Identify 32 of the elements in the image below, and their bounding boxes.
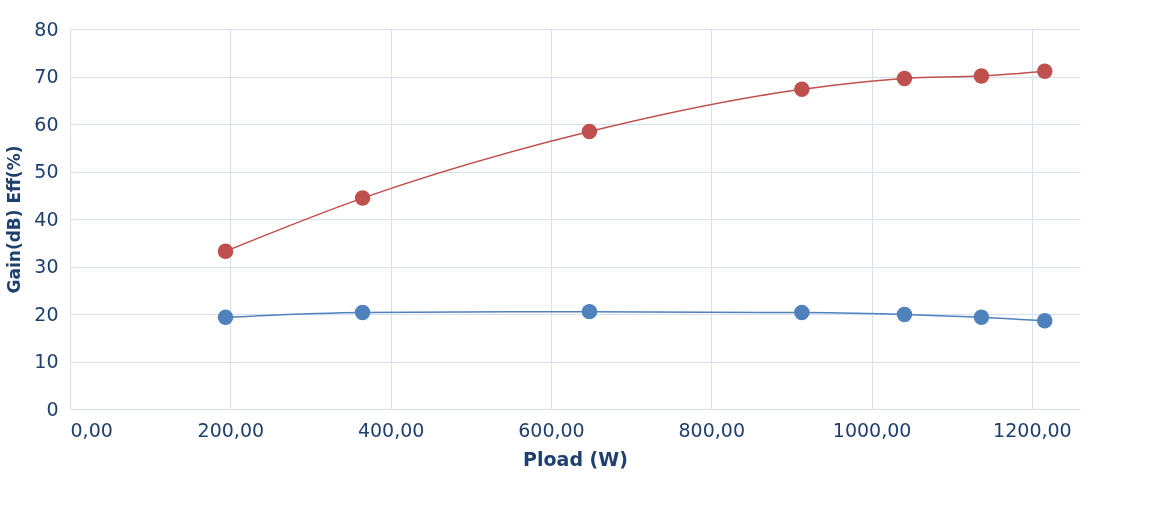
x-tick-label: 200,00 — [197, 418, 265, 441]
point — [973, 68, 990, 84]
y-axis-title: Gain(dB) Eff(%) — [4, 145, 25, 294]
point — [896, 70, 913, 87]
y-tick-label: 60 — [34, 112, 59, 135]
y-tick-label: 40 — [34, 207, 59, 230]
y-tick-label: 20 — [34, 302, 59, 325]
x-tick-label: 1200,00 — [993, 418, 1072, 441]
point — [1036, 312, 1053, 329]
x-tick-label: 400,00 — [357, 418, 425, 441]
point — [896, 306, 913, 323]
point — [217, 309, 234, 326]
x-tick-label: 1000,00 — [832, 418, 912, 441]
point — [1036, 63, 1053, 80]
point — [794, 81, 810, 98]
point — [354, 190, 371, 206]
point — [581, 123, 598, 140]
y-tick-label: 50 — [34, 160, 59, 182]
x-axis-title: Pload (W) — [523, 447, 628, 470]
point — [973, 309, 990, 326]
point — [581, 303, 598, 320]
x-tick-label: 0,00 — [70, 418, 113, 441]
y-tick-label: 30 — [34, 255, 59, 277]
point — [794, 304, 810, 321]
y-tick-label: 10 — [34, 350, 59, 372]
y-tick-label: 70 — [34, 65, 59, 87]
x-tick-label: 600,00 — [518, 418, 585, 441]
y-tick-label: 0 — [46, 397, 59, 420]
point — [217, 243, 234, 260]
point — [354, 304, 371, 321]
y-tick-label: 80 — [34, 17, 59, 40]
x-tick-label: 800,00 — [678, 418, 746, 441]
